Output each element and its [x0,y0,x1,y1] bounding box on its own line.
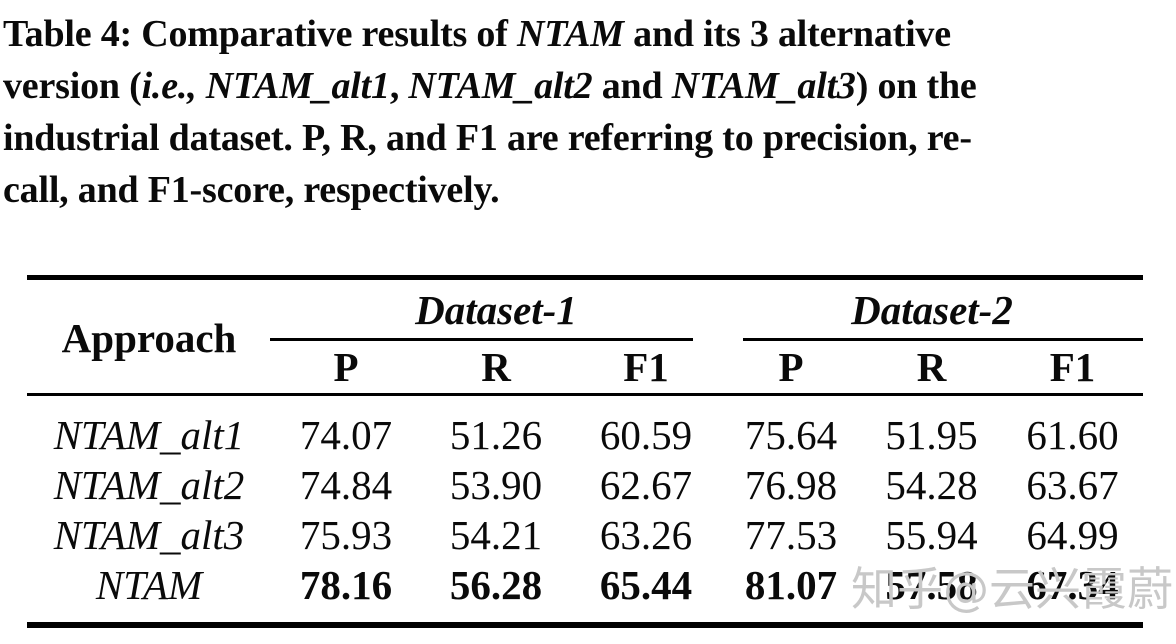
cell-value-bold: 57.58 [885,562,978,608]
cell-value: 64.99 [1026,512,1119,558]
caption-alt3-italic: NTAM_alt3 [671,65,856,107]
cell-value-bold: 81.07 [744,562,838,608]
cell-value: 53.90 [449,462,543,508]
cell-value: 61.60 [1026,412,1119,458]
cell-value: 63.26 [599,512,693,558]
caption-text: Table 4: Comparative results of [3,13,517,55]
cell-value: 60.59 [599,412,693,458]
cell-value-bold: 67.34 [1026,562,1119,608]
col-header-d2-f1: F1 [1049,344,1096,390]
caption-text: and [592,65,672,107]
caption-text: call, and F1-score, respectively. [3,169,500,211]
caption-line-4: call, and F1-score, respectively. [3,164,977,216]
table-bottom-rule [27,622,1143,628]
col-header-d2-p: P [778,344,804,390]
cell-value: 75.93 [299,512,393,558]
cell-value: 75.64 [744,412,838,458]
cell-value-bold: 65.44 [599,562,693,608]
caption-alt1-italic: i.e., NTAM_alt1 [141,65,390,107]
row-label-ntam-alt1: NTAM_alt1 [53,412,245,458]
dataset-1-midrule [270,338,693,341]
caption-ntam-italic: NTAM [516,13,624,55]
results-table: Approach Dataset-1 Dataset-2 P R F1 P R … [27,275,1143,628]
table-row: NTAM_alt1 74.07 51.26 60.59 75.64 51.95 … [27,410,1143,460]
group-header-spacer [27,285,271,335]
caption-line-1: Table 4: Comparative results of NTAM and… [3,8,977,60]
cell-value: 54.28 [885,462,978,508]
approach-header: Approach [61,315,237,361]
cell-value: 51.26 [449,412,543,458]
cell-value: 55.94 [885,512,978,558]
table-caption: Table 4: Comparative results of NTAM and… [3,8,977,216]
caption-text: and its 3 alternative [623,13,951,55]
caption-text: industrial dataset. P, R, and F1 are ref… [3,117,972,159]
col-header-d1-f1: F1 [623,344,669,390]
cell-value-bold: 56.28 [449,562,543,608]
cell-value: 74.07 [299,412,393,458]
caption-text: ) on the [855,65,977,107]
cell-value: 77.53 [744,512,838,558]
cell-value: 74.84 [299,462,393,508]
subheader-spacer [27,343,271,391]
row-label-ntam-alt2: NTAM_alt2 [53,462,245,508]
subheader-row: P R F1 P R F1 [27,343,1143,391]
table-row: NTAM_alt2 74.84 53.90 62.67 76.98 54.28 … [27,460,1143,510]
cell-value: 76.98 [744,462,838,508]
cell-value: 54.21 [449,512,543,558]
caption-text: , [389,65,409,107]
group-header-row: Dataset-1 Dataset-2 [27,285,1143,335]
table-row: NTAM 78.16 56.28 65.44 81.07 57.58 67.34 [27,560,1143,610]
table-top-rule [27,275,1143,280]
caption-line-3: industrial dataset. P, R, and F1 are ref… [3,112,977,164]
col-header-d2-r: R [916,344,947,390]
table-row: NTAM_alt3 75.93 54.21 63.26 77.53 55.94 … [27,510,1143,560]
group-header-dataset-1: Dataset-1 [415,287,577,333]
dataset-2-midrule [743,338,1143,341]
caption-text: version ( [3,65,142,107]
group-header-dataset-2: Dataset-2 [851,287,1013,333]
zhihu-watermark: 知乎@云兴霞蔚 [851,562,1173,616]
header-separator-rule [27,393,1143,396]
row-label-ntam-alt3: NTAM_alt3 [53,512,245,558]
cell-value: 62.67 [599,462,693,508]
row-label-ntam: NTAM [95,562,203,608]
cell-value-bold: 78.16 [299,562,393,608]
caption-alt2-italic: NTAM_alt2 [408,65,593,107]
cell-value: 63.67 [1026,462,1119,508]
cell-value: 51.95 [885,412,978,458]
col-header-d1-r: R [481,344,511,390]
caption-line-2: version (i.e., NTAM_alt1, NTAM_alt2 and … [3,60,977,112]
col-header-d1-p: P [333,344,359,390]
